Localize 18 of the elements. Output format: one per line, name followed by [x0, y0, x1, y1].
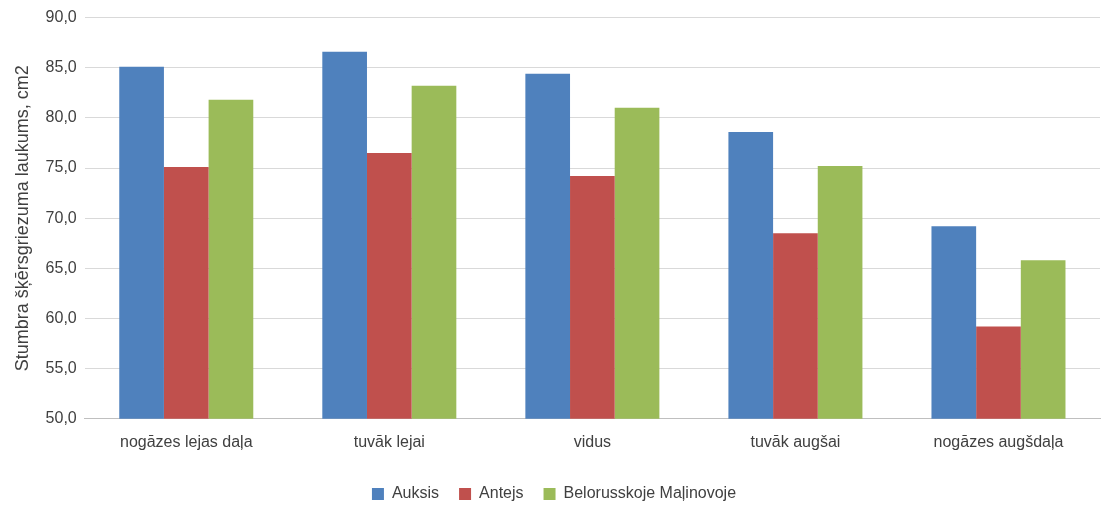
y-tick-label: 55,0 [45, 359, 77, 377]
y-tick-label: 85,0 [45, 58, 77, 76]
y-tick-label: 60,0 [45, 308, 77, 326]
legend-label: Belorusskoje Maļinovoje [563, 484, 737, 502]
x-tick-label: vidus [573, 432, 612, 450]
y-tick-label: 80,0 [45, 108, 77, 126]
y-tick-label: 75,0 [45, 158, 77, 176]
y-tick-label: 65,0 [45, 258, 77, 276]
y-axis-title: Stumbra šķērsgriezuma laukums, cm2 [11, 65, 32, 372]
x-tick-label: tuvāk augšai [750, 432, 841, 450]
legend-label: Auksis [391, 484, 440, 502]
y-tick-label: 70,0 [45, 208, 77, 226]
x-tick-label: nogāzes augšdaļa [933, 432, 1064, 450]
y-tick-label: 50,0 [45, 409, 77, 427]
x-tick-label: nogāzes lejas daļa [119, 432, 253, 450]
legend-label: Antejs [479, 484, 524, 502]
y-tick-label: 90,0 [45, 8, 77, 26]
x-tick-label: tuvāk lejai [353, 432, 425, 450]
